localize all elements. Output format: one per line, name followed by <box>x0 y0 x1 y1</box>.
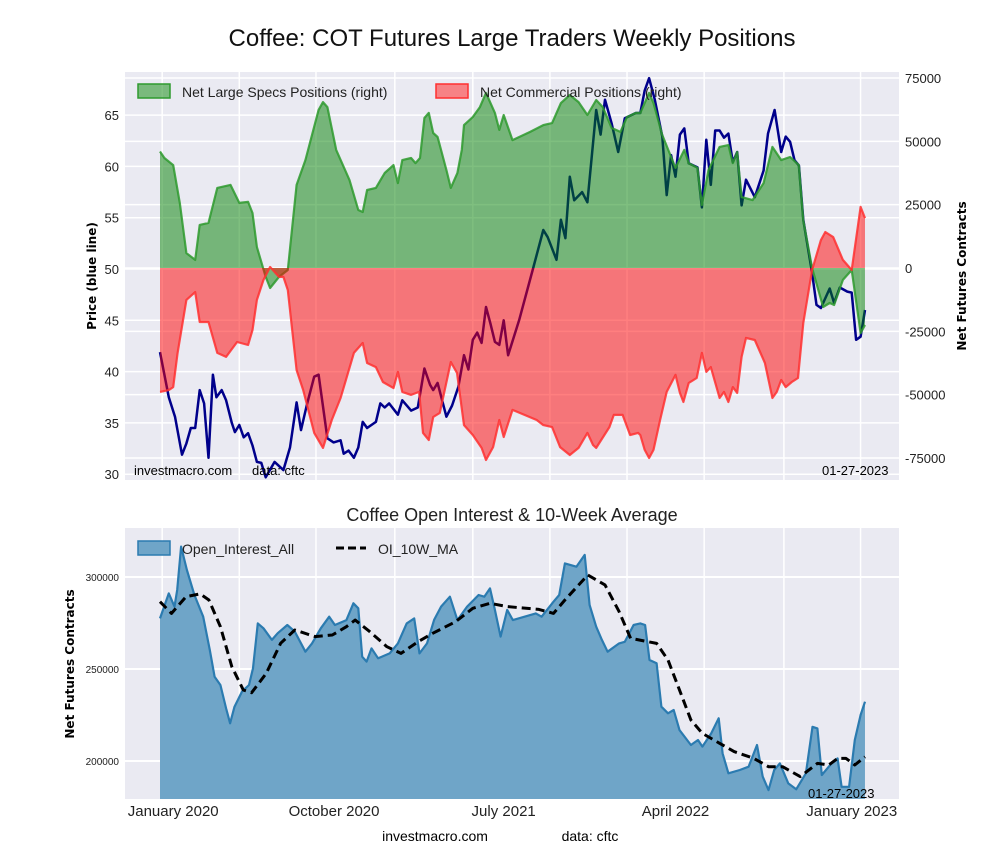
bottom-legend: Open_Interest_All OI_10W_MA <box>137 540 459 557</box>
top-chart-marks <box>158 76 867 479</box>
bottom-y-tick-label: 250000 <box>86 665 120 676</box>
footer-site: investmacro.com <box>382 828 488 844</box>
legend-swatch-commercials <box>435 83 469 99</box>
top-legend: Net Large Specs Positions (right) Net Co… <box>137 83 682 100</box>
bottom-axis-label: Net Futures Contracts <box>63 589 77 738</box>
left-tick-label: 60 <box>105 159 119 174</box>
specs-line <box>159 91 866 335</box>
bottom-y-tick-label: 300000 <box>86 573 120 584</box>
bottom-y-tick-label: 200000 <box>86 757 120 768</box>
legend-label-ma: OI_10W_MA <box>378 541 459 557</box>
legend-swatch-open-interest <box>137 540 171 556</box>
legend-label-specs: Net Large Specs Positions (right) <box>182 84 387 100</box>
left-tick-label: 30 <box>105 467 119 482</box>
bottom-x-tick-label: January 2023 <box>806 803 897 820</box>
commercials-line <box>159 205 867 462</box>
top-annotation-date: 01-27-2023 <box>822 463 889 478</box>
left-tick-label: 65 <box>105 108 119 123</box>
top-annotation-site: investmacro.com <box>134 463 232 478</box>
legend-label-commercials: Net Commercial Positions (right) <box>480 84 682 100</box>
right-tick-label: -50000 <box>905 388 945 403</box>
top-annotation-source: data: cftc <box>252 463 305 478</box>
right-tick-label: -25000 <box>905 324 945 339</box>
bottom-chart-marks <box>158 545 867 799</box>
bottom-x-tick-label: July 2021 <box>472 803 536 820</box>
right-tick-label: 0 <box>905 261 912 276</box>
ma-line <box>158 573 866 779</box>
left-tick-label: 45 <box>105 313 119 328</box>
legend-label-open-interest: Open_Interest_All <box>182 541 294 557</box>
bottom-chart-title: Coffee Open Interest & 10-Week Average <box>346 505 677 525</box>
open-interest-area <box>160 546 865 799</box>
left-tick-label: 55 <box>105 211 119 226</box>
bottom-x-tick-label: January 2020 <box>128 803 219 820</box>
bottom-x-tick-label: October 2020 <box>289 803 380 820</box>
footer-source: data: cftc <box>562 828 619 844</box>
open-interest-line <box>158 545 867 792</box>
bottom-x-tick-label: April 2022 <box>642 803 710 820</box>
left-tick-label: 35 <box>105 416 119 431</box>
right-tick-label: 75000 <box>905 71 941 86</box>
left-tick-label: 40 <box>105 365 119 380</box>
right-tick-label: 50000 <box>905 134 941 149</box>
top-right-axis-label: Net Futures Contracts <box>955 201 969 350</box>
right-tick-label: 25000 <box>905 198 941 213</box>
bottom-annotation-date: 01-27-2023 <box>808 786 875 801</box>
top-chart-title: Coffee: COT Futures Large Traders Weekly… <box>229 25 796 52</box>
top-left-axis-label: Price (blue line) <box>85 222 99 330</box>
bottom-axis-ticks: 200000 250000 300000 January 2020 October 20… <box>86 573 898 820</box>
specs-area <box>160 92 865 334</box>
legend-swatch-specs <box>137 83 171 99</box>
left-tick-label: 50 <box>105 262 119 277</box>
commercials-area <box>160 206 865 460</box>
right-tick-label: -75000 <box>905 451 945 466</box>
top-axis-ticks: 30 35 40 45 50 55 60 65 75000 50000 25000 0 -25000 -5… <box>105 71 946 482</box>
